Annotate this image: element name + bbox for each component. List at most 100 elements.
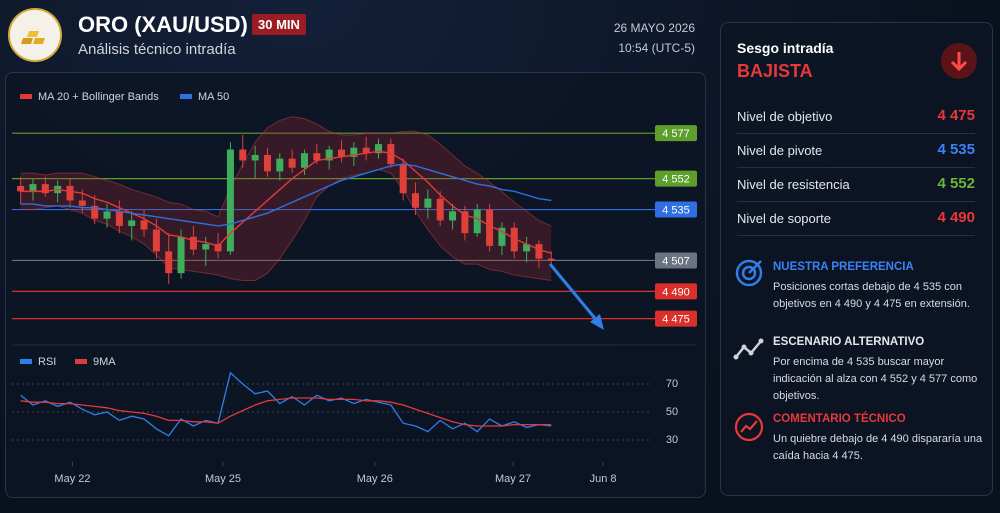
level-label: 4 552 bbox=[662, 174, 690, 186]
level-value: 4 535 bbox=[937, 141, 975, 158]
level-name: Nivel de pivote bbox=[737, 143, 823, 158]
logo bbox=[8, 8, 62, 62]
x-tick-label: May 25 bbox=[205, 473, 241, 485]
bollinger-upper bbox=[20, 116, 552, 227]
chart: MA 20 + Bollinger Bands MA 50 4 577 4 552 4 … bbox=[12, 91, 697, 485]
candle-body bbox=[325, 149, 333, 161]
candle-body bbox=[337, 149, 345, 157]
note-text: Un quiebre debajo de 4 490 dispararía un… bbox=[773, 433, 983, 462]
bias: BAJISTA bbox=[737, 61, 813, 81]
y-tick-label: 30 bbox=[666, 434, 678, 446]
note-heading: NUESTRA PREFERENCIA bbox=[773, 261, 914, 273]
y-tick-label: 50 bbox=[666, 406, 678, 418]
candle-body bbox=[412, 193, 420, 208]
ma-line bbox=[20, 150, 552, 254]
candle-body bbox=[288, 158, 296, 168]
candle-body bbox=[29, 184, 37, 192]
candle-body bbox=[387, 144, 395, 165]
candle-body bbox=[498, 227, 506, 246]
comment-icon bbox=[734, 412, 764, 442]
level-badge bbox=[655, 125, 697, 142]
candle-body bbox=[103, 211, 111, 219]
note-heading: COMENTARIO TÉCNICO bbox=[773, 413, 906, 425]
note-text: Por encima de 4 535 buscar mayor indicac… bbox=[773, 356, 978, 402]
level-row: Nivel de soporte 4 490 bbox=[737, 202, 975, 236]
candle-body bbox=[362, 147, 370, 154]
level-row: Nivel de resistencia 4 552 bbox=[737, 168, 975, 202]
time: 10:54 (UTC-5) bbox=[618, 41, 695, 55]
ma-line bbox=[20, 163, 552, 227]
legend-swatch bbox=[20, 94, 32, 99]
candle-body bbox=[17, 185, 25, 192]
candle-body bbox=[41, 184, 49, 194]
candle-body bbox=[486, 209, 494, 246]
bollinger-fill bbox=[20, 116, 552, 281]
candle-body bbox=[140, 220, 148, 230]
level-label: 4 535 bbox=[662, 204, 690, 216]
level-label: 4 475 bbox=[662, 314, 690, 326]
rsi-line bbox=[20, 397, 552, 427]
note: COMENTARIO TÉCNICO Un quiebre debajo de 4… bbox=[773, 411, 988, 465]
timeframe-badge: 30 MIN bbox=[252, 14, 306, 35]
level-label: 4 490 bbox=[662, 286, 690, 298]
bias-panel: Sesgo intradía BAJISTA Nivel de objetivo… bbox=[720, 22, 993, 496]
candle-body bbox=[449, 211, 457, 221]
x-tick-label: May 22 bbox=[54, 473, 90, 485]
candle-body bbox=[547, 258, 555, 261]
candle-body bbox=[375, 144, 383, 154]
candle-body bbox=[165, 251, 173, 274]
candle-body bbox=[313, 153, 321, 161]
note-text: Posiciones cortas debajo de 4 535 con ob… bbox=[773, 281, 970, 310]
note: ESCENARIO ALTERNATIVO Por encima de 4 535… bbox=[773, 334, 988, 405]
x-tick-label: May 27 bbox=[495, 473, 531, 485]
level-badge bbox=[655, 310, 697, 327]
candle-body bbox=[350, 147, 358, 157]
candle-body bbox=[115, 211, 123, 226]
candle-body bbox=[461, 211, 469, 234]
level-value: 4 475 bbox=[937, 107, 975, 124]
level-value: 4 552 bbox=[937, 175, 975, 192]
trend-arrow bbox=[548, 263, 604, 330]
legend-swatch bbox=[180, 94, 192, 99]
level-badge bbox=[655, 170, 697, 187]
trend-icon bbox=[733, 338, 764, 360]
note: NUESTRA PREFERENCIA Posiciones cortas deb… bbox=[773, 259, 988, 313]
candle-body bbox=[189, 236, 197, 250]
level-name: Nivel de resistencia bbox=[737, 177, 850, 192]
bias-icon bbox=[941, 43, 977, 79]
candle-body bbox=[177, 236, 185, 274]
candle-body bbox=[399, 164, 407, 194]
level-label: 4 507 bbox=[662, 255, 690, 267]
legend-swatch bbox=[75, 359, 87, 364]
candle-body bbox=[424, 198, 432, 208]
note-heading: ESCENARIO ALTERNATIVO bbox=[773, 336, 925, 348]
x-tick-label: Jun 8 bbox=[590, 473, 617, 485]
legend-label: MA 20 + Bollinger Bands bbox=[38, 91, 159, 103]
legend-label: RSI bbox=[38, 356, 56, 368]
candle-body bbox=[300, 153, 308, 168]
candle-body bbox=[202, 244, 210, 250]
rsi-line bbox=[20, 371, 552, 437]
candle-body bbox=[436, 198, 444, 221]
chart-card bbox=[5, 72, 706, 498]
title: ORO (XAU/USD) bbox=[78, 12, 248, 37]
y-tick-label: 70 bbox=[666, 378, 678, 390]
legend-swatch bbox=[20, 359, 32, 364]
level-label: 4 577 bbox=[662, 128, 690, 140]
candle-body bbox=[251, 155, 259, 161]
bollinger-lower bbox=[20, 169, 552, 281]
level-row: Nivel de objetivo 4 475 bbox=[737, 100, 975, 134]
candle-body bbox=[66, 185, 74, 201]
candle-body bbox=[473, 209, 481, 234]
candle-body bbox=[239, 149, 247, 161]
candle-body bbox=[226, 149, 234, 252]
candle-body bbox=[91, 205, 99, 219]
level-badge bbox=[655, 283, 697, 300]
candle-body bbox=[128, 220, 136, 226]
legend-label: 9MA bbox=[93, 356, 116, 368]
legend-label: MA 50 bbox=[198, 91, 229, 103]
panel-title: Sesgo intradía bbox=[737, 40, 834, 56]
candle-body bbox=[523, 244, 531, 252]
subtitle: Análisis técnico intradía bbox=[78, 41, 236, 58]
